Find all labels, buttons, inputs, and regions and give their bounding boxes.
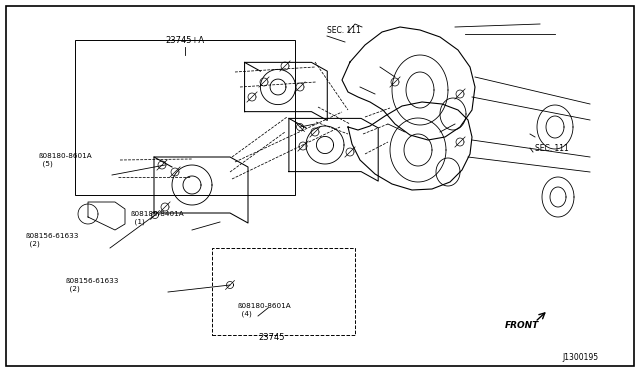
Text: J1300195: J1300195	[562, 353, 598, 362]
Text: FRONT: FRONT	[505, 321, 540, 330]
Text: ß08180-8601A
  (4): ß08180-8601A (4)	[237, 303, 291, 317]
Bar	[75, 40, 295, 195]
Text: 23745+A: 23745+A	[165, 35, 205, 45]
Text: ß08156-61633
  (2): ß08156-61633 (2)	[25, 233, 78, 247]
Text: ß08180-8601A
  (5): ß08180-8601A (5)	[38, 153, 92, 167]
Text: SEC. 111: SEC. 111	[327, 26, 361, 35]
Text: ß08156-61633
  (2): ß08156-61633 (2)	[65, 278, 118, 292]
Text: ß08180-8401A
  (1): ß08180-8401A (1)	[130, 211, 184, 225]
Text: SEC. 111: SEC. 111	[535, 144, 569, 153]
Text: 23745: 23745	[259, 334, 285, 343]
Bar	[212, 248, 355, 335]
